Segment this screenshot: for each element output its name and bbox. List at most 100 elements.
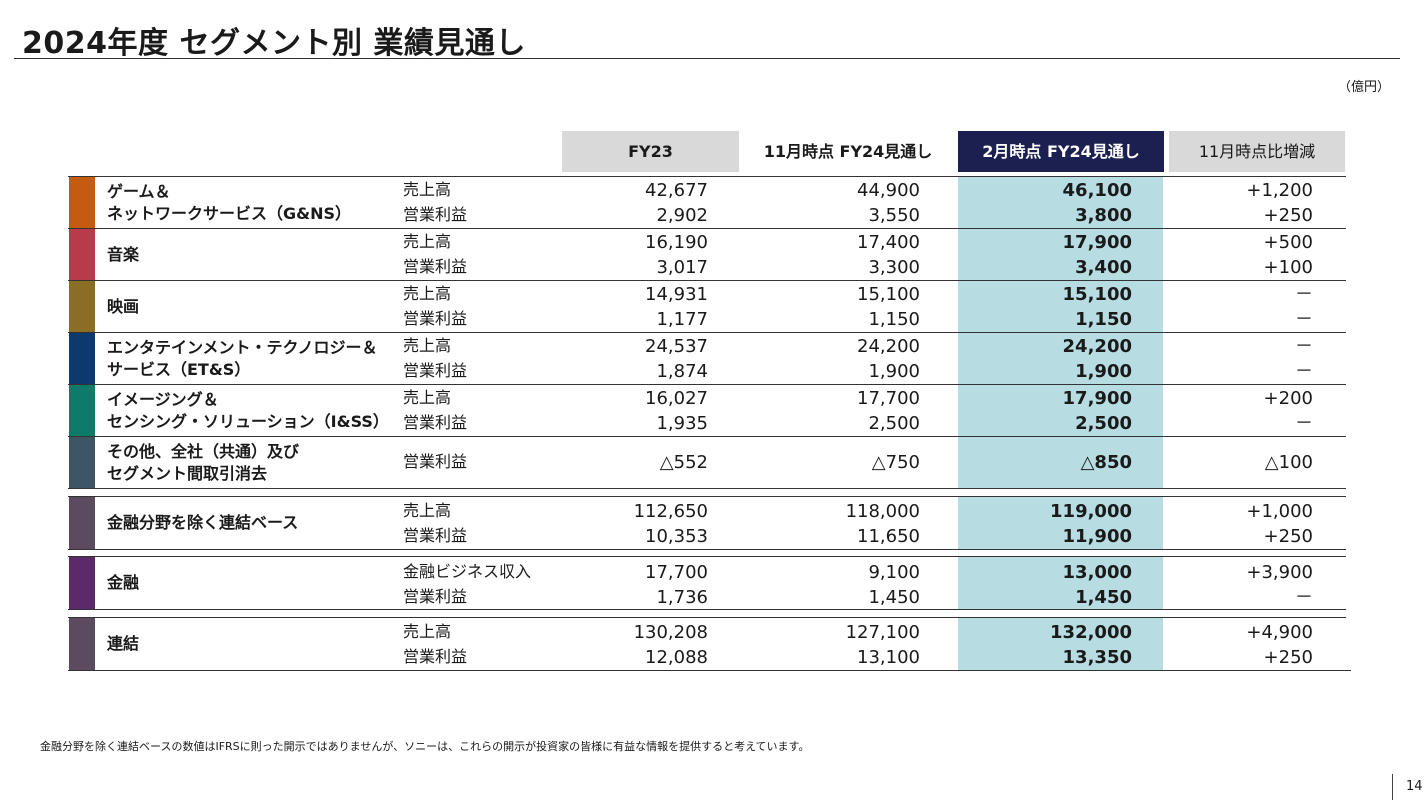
cell-feb-fy24: 1,150 <box>1075 309 1132 330</box>
footnote: 金融分野を除く連結ベースの数値はIFRSに則った開示ではありませんが、ソニーは、… <box>40 740 810 753</box>
cell-change: △100 <box>1264 452 1313 473</box>
segment-name-line: 連結 <box>107 634 140 653</box>
cell-fy23: 10,353 <box>645 526 708 547</box>
cell-change: +4,900 <box>1246 622 1313 643</box>
row-label: 営業利益 <box>403 205 468 224</box>
segment-color-bar <box>69 333 95 384</box>
segment-name-other: その他、全社（共通）及び セグメント間取引消去 <box>107 437 397 488</box>
cell-nov-fy24: 127,100 <box>845 622 920 643</box>
highlight-column-financial <box>958 557 1163 609</box>
cell-nov-fy24: 11,650 <box>857 526 920 547</box>
cell-fy23: 1,874 <box>656 361 708 382</box>
cell-change: +250 <box>1263 526 1313 547</box>
cell-nov-fy24: 1,150 <box>868 309 920 330</box>
row-label: 金融ビジネス収入 <box>403 562 532 581</box>
row-label: 売上高 <box>403 336 452 355</box>
cell-feb-fy24: 13,000 <box>1062 562 1132 583</box>
cell-change: +250 <box>1263 205 1313 226</box>
row-label: 営業利益 <box>403 647 468 666</box>
row-divider <box>68 384 1346 385</box>
cell-change: +100 <box>1263 257 1313 278</box>
header-change: 11月時点比増減 <box>1169 131 1345 172</box>
cell-feb-fy24: 3,800 <box>1075 205 1132 226</box>
cell-fy23: 2,902 <box>656 205 708 226</box>
row-label: 売上高 <box>403 180 452 199</box>
segment-name-line: その他、全社（共通）及び <box>107 441 300 461</box>
row-label: 売上高 <box>403 232 452 251</box>
cell-nov-fy24: 1,450 <box>868 587 920 608</box>
cell-change: － <box>1295 587 1313 608</box>
row-divider <box>68 556 1346 557</box>
cell-feb-fy24: 17,900 <box>1062 232 1132 253</box>
cell-fy23: 24,537 <box>645 336 708 357</box>
cell-fy23: 17,700 <box>645 562 708 583</box>
segment-name-line: センシング・ソリューション（I&SS） <box>107 411 389 431</box>
segment-name-line: ネットワークサービス（G&NS） <box>107 203 352 223</box>
cell-feb-fy24: 13,350 <box>1062 647 1132 668</box>
segment-color-bar <box>69 177 95 228</box>
row-label: 営業利益 <box>403 452 468 471</box>
segment-name-pictures: 映画 <box>107 281 397 332</box>
page-number: 14 <box>1406 779 1423 794</box>
row-divider <box>68 280 1346 281</box>
cell-fy23: △552 <box>659 452 708 473</box>
cell-fy23: 112,650 <box>633 501 708 522</box>
cell-fy23: 16,190 <box>645 232 708 253</box>
row-divider <box>68 176 1346 177</box>
segment-name-music: 音楽 <box>107 229 397 280</box>
cell-change: － <box>1295 361 1313 382</box>
segment-name-line: セグメント間取引消去 <box>107 463 268 483</box>
cell-change: +200 <box>1263 388 1313 409</box>
segment-color-bar <box>69 497 95 549</box>
cell-fy23: 130,208 <box>633 622 708 643</box>
row-label: 売上高 <box>403 622 452 641</box>
cell-nov-fy24: △750 <box>871 452 920 473</box>
cell-nov-fy24: 3,550 <box>868 205 920 226</box>
page-title: 2024年度 セグメント別 業績見通し <box>22 26 526 61</box>
cell-nov-fy24: 3,300 <box>868 257 920 278</box>
cell-change: － <box>1295 336 1313 357</box>
row-divider <box>68 436 1346 437</box>
cell-nov-fy24: 1,900 <box>868 361 920 382</box>
row-label: 営業利益 <box>403 526 468 545</box>
cell-change: +500 <box>1263 232 1313 253</box>
row-divider <box>68 488 1346 489</box>
segment-name-line: エンタテインメント・テクノロジー＆ <box>107 337 378 357</box>
cell-change: +1,000 <box>1246 501 1313 522</box>
cell-fy23: 14,931 <box>645 284 708 305</box>
cell-change: +250 <box>1263 647 1313 668</box>
header-feb-fy24: 2月時点 FY24見通し <box>958 131 1164 172</box>
highlight-column-consolidated <box>958 618 1163 670</box>
row-label: 営業利益 <box>403 587 468 606</box>
cell-feb-fy24: 119,000 <box>1050 501 1132 522</box>
segment-name-line: 金融 <box>107 573 140 592</box>
header-nov-fy24: 11月時点 FY24見通し <box>763 142 933 161</box>
unit-label: （億円） <box>1337 80 1390 95</box>
cell-fy23: 1,935 <box>656 413 708 434</box>
cell-change: － <box>1295 309 1313 330</box>
row-divider <box>68 670 1351 671</box>
cell-change: － <box>1295 284 1313 305</box>
segment-name-financial: 金融 <box>107 557 397 609</box>
cell-nov-fy24: 24,200 <box>857 336 920 357</box>
cell-fy23: 12,088 <box>645 647 708 668</box>
segment-color-bar <box>69 385 95 436</box>
cell-change: +1,200 <box>1246 180 1313 201</box>
segment-name-line: 音楽 <box>107 244 140 264</box>
segment-name-gns: ゲーム＆ ネットワークサービス（G&NS） <box>107 177 397 228</box>
segment-name-line: イメージング＆ <box>107 389 219 409</box>
row-label: 営業利益 <box>403 309 468 328</box>
segment-color-bar <box>69 557 95 609</box>
cell-feb-fy24: 46,100 <box>1062 180 1132 201</box>
row-label: 売上高 <box>403 284 452 303</box>
segment-color-bar <box>69 437 95 488</box>
highlight-column-ex-financial <box>958 497 1163 549</box>
cell-nov-fy24: 44,900 <box>857 180 920 201</box>
segment-name-consolidated: 連結 <box>107 618 397 670</box>
header-fy23: FY23 <box>562 131 739 172</box>
cell-feb-fy24: △850 <box>1080 452 1132 473</box>
cell-nov-fy24: 13,100 <box>857 647 920 668</box>
segment-name-line: 金融分野を除く連結ベース <box>107 513 299 532</box>
row-divider <box>68 228 1346 229</box>
page-number-divider <box>1392 774 1393 800</box>
